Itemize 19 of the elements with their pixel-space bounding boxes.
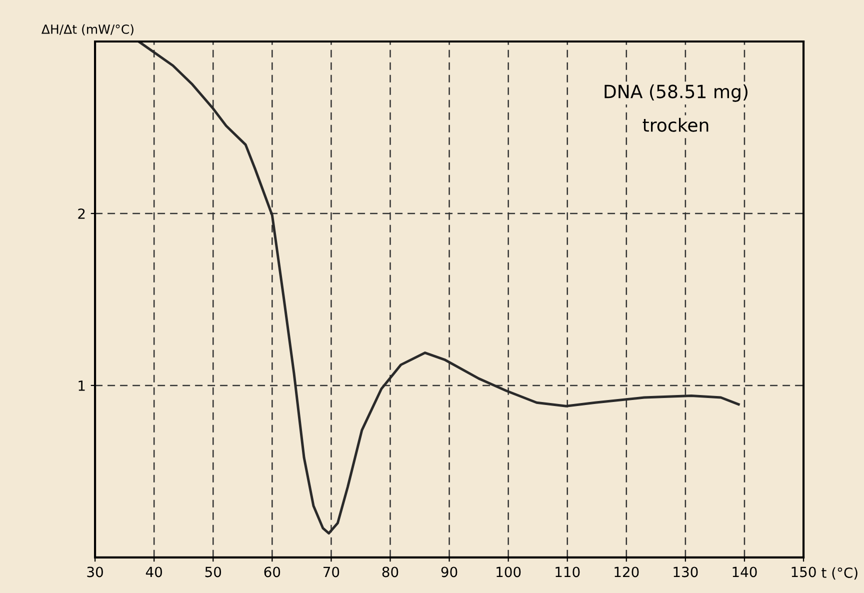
x-tick-label: 90 [441,566,458,578]
x-tick-label: 40 [146,566,162,578]
x-tick-label: 60 [264,566,280,578]
y-axis-title: ΔH/Δt (mW/°C) [42,24,134,36]
x-tick-label: 140 [732,566,757,578]
x-tick-label: 30 [87,566,103,578]
annotation: DNA (58.51 mg) [604,84,748,102]
annotation: trocken [642,118,708,132]
x-tick-label: 80 [382,566,398,578]
x-tick-label: 130 [674,566,698,578]
y-tick-label: 1 [78,380,85,391]
x-tick-label: 70 [324,566,340,578]
y-tick-label: 2 [78,208,85,219]
x-tick-label: 110 [556,566,580,578]
x-axis-title: t (°C) [822,567,858,580]
x-tick-label: 100 [496,566,521,578]
x-tick-label: 50 [205,566,222,578]
x-tick-label: 120 [614,566,639,578]
x-tick-label: 150 [792,566,816,578]
